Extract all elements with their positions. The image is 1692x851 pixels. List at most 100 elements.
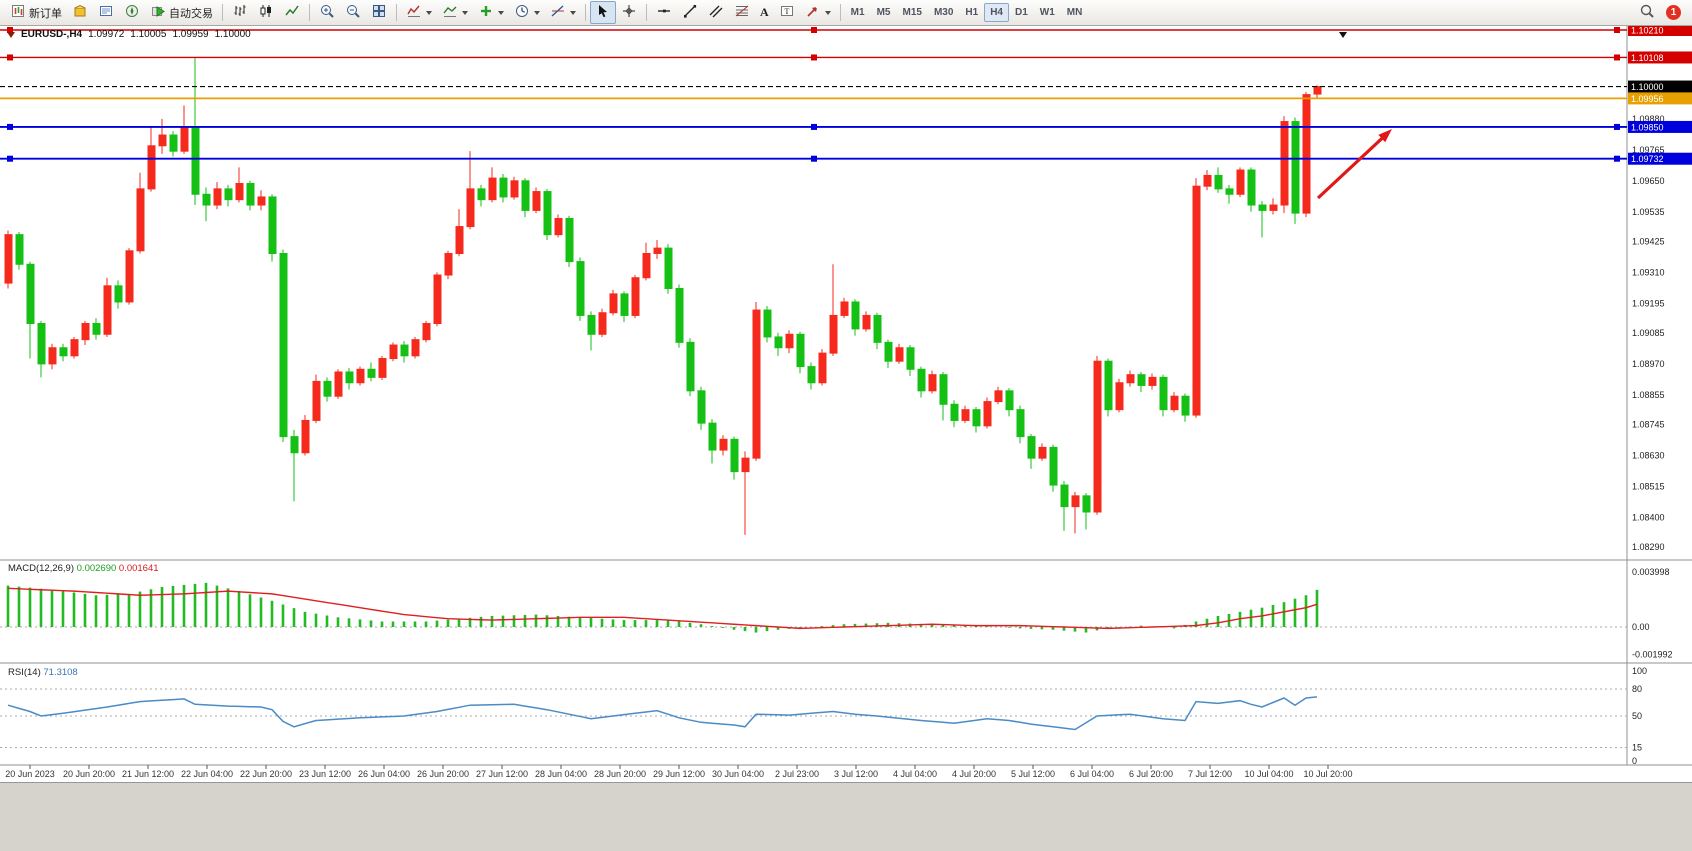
svg-text:30 Jun 04:00: 30 Jun 04:00 (712, 769, 764, 779)
line-handle (7, 27, 13, 33)
svg-text:1.09956: 1.09956 (1631, 94, 1664, 104)
timeframe-h4-button[interactable]: H4 (984, 3, 1009, 22)
notifications-badge[interactable]: 1 (1666, 5, 1681, 20)
svg-text:1.09880: 1.09880 (1632, 114, 1665, 124)
svg-text:26 Jun 04:00: 26 Jun 04:00 (358, 769, 410, 779)
svg-text:1.09195: 1.09195 (1632, 298, 1665, 308)
svg-text:80: 80 (1632, 684, 1642, 694)
svg-text:6 Jul 20:00: 6 Jul 20:00 (1129, 769, 1173, 779)
line-chart-button[interactable] (279, 1, 305, 24)
svg-text:27 Jun 12:00: 27 Jun 12:00 (476, 769, 528, 779)
time-axis[interactable]: 20 Jun 2023 20 Jun 20:00 21 Jun 12:00 22 Ju… (5, 765, 1353, 779)
tile-windows-button[interactable] (366, 1, 392, 24)
price-lines[interactable] (0, 27, 1627, 162)
svg-text:20 Jun 2023: 20 Jun 2023 (5, 769, 55, 779)
cursor-button[interactable] (590, 1, 616, 24)
timeframe-w1-button[interactable]: W1 (1039, 7, 1055, 18)
svg-text:1.09765: 1.09765 (1632, 145, 1665, 155)
clock-icon (514, 3, 530, 22)
svg-text:20 Jun 20:00: 20 Jun 20:00 (63, 769, 115, 779)
rsi-name: RSI(14) (8, 667, 41, 678)
svg-text:1.08400: 1.08400 (1632, 512, 1665, 522)
line-studies-button[interactable] (545, 1, 581, 24)
plus-icon (478, 3, 494, 22)
line-handle (1614, 54, 1620, 61)
chart-canvas[interactable]: 0.0039980.00-0.00199210080501501.098801.… (0, 0, 1692, 782)
tile-windows-icon (371, 3, 387, 22)
arrow-objects-button[interactable] (800, 1, 836, 24)
price-tag (1628, 92, 1692, 105)
toolbar-separator (585, 4, 586, 21)
macd-label: MACD(12,26,9) 0.002690 0.001641 (8, 563, 159, 574)
chart-menu-arrow-icon[interactable] (7, 32, 15, 38)
fibonacci-button[interactable] (729, 1, 755, 24)
new-order-button[interactable]: 新订单 (5, 1, 67, 24)
svg-text:1.09650: 1.09650 (1632, 176, 1665, 186)
zoom-out-button[interactable] (340, 1, 366, 24)
search-button[interactable] (1634, 1, 1660, 24)
candles (4, 58, 1322, 535)
chart-symbol-label: EURUSD-,H4 (21, 29, 83, 40)
price-tag (1628, 152, 1692, 165)
new-order-icon (10, 3, 26, 22)
svg-text:-0.001992: -0.001992 (1632, 649, 1673, 659)
line-chart-icon (284, 3, 300, 22)
indicator-list-icon (442, 3, 458, 22)
crosshair-button[interactable] (616, 1, 642, 24)
svg-text:1.08515: 1.08515 (1632, 481, 1665, 491)
svg-text:15: 15 (1632, 743, 1642, 753)
line-handle (7, 123, 13, 130)
cursor-icon (595, 3, 611, 22)
add-indicator-button[interactable] (473, 1, 509, 24)
auto-trading-label: 自动交易 (169, 7, 213, 20)
trend-arrow[interactable] (1316, 129, 1392, 200)
horizontal-line-button[interactable] (651, 1, 677, 24)
indicator-list-button[interactable] (437, 1, 473, 24)
arrow-object-icon (805, 3, 821, 22)
toolbar-separator (396, 4, 397, 21)
svg-text:1.09425: 1.09425 (1632, 236, 1665, 246)
play-icon (150, 3, 166, 22)
chevron-down-icon (498, 10, 504, 15)
timeframe-m1-button[interactable]: M1 (850, 7, 865, 18)
market-watch-button[interactable] (67, 1, 93, 24)
svg-text:21 Jun 12:00: 21 Jun 12:00 (122, 769, 174, 779)
box-icon (72, 3, 88, 22)
price-axis[interactable]: 1.09880 1.09765 1.09650 1.09535 1.09425 1.093… (1628, 24, 1692, 552)
svg-text:1.08290: 1.08290 (1632, 542, 1665, 552)
trendline-button[interactable] (677, 1, 703, 24)
line-studies-icon (550, 3, 566, 22)
price-tag (1628, 120, 1692, 133)
candlestick-chart-button[interactable] (253, 1, 279, 24)
data-window-button[interactable] (93, 1, 119, 24)
navigator-button[interactable] (119, 1, 145, 24)
timeframe-m15-button[interactable]: M15 (902, 7, 922, 18)
price-tag (1628, 24, 1692, 36)
trendline-icon (682, 3, 698, 22)
toolbar-right-group: 1 (1634, 1, 1687, 24)
chart-ohlc-header: EURUSD-,H4 1.09972 1.10005 1.09959 1.100… (7, 29, 251, 40)
timeframe-m30-button[interactable]: M30 (933, 7, 954, 18)
indicators-button[interactable] (401, 1, 437, 24)
zoom-out-icon (345, 3, 361, 22)
toolbar-separator (646, 4, 647, 21)
svg-text:10 Jul 20:00: 10 Jul 20:00 (1303, 769, 1352, 779)
channel-button[interactable] (703, 1, 729, 24)
text-label-button[interactable]: T (774, 1, 800, 24)
bar-chart-button[interactable] (227, 1, 253, 24)
macd-pane: 0.003998 0.00 -0.001992 (0, 567, 1673, 659)
timeframe-mn-button[interactable]: MN (1066, 7, 1083, 18)
zoom-in-button[interactable] (314, 1, 340, 24)
timeframe-h1-button[interactable]: H1 (965, 7, 979, 18)
svg-text:0: 0 (1632, 756, 1637, 766)
text-button[interactable]: A (755, 1, 774, 24)
timeframe-d1-button[interactable]: D1 (1014, 7, 1028, 18)
auto-trading-button[interactable]: 自动交易 (145, 1, 218, 24)
price-tag (1628, 51, 1692, 64)
svg-text:1.09850: 1.09850 (1631, 122, 1664, 132)
chart-high-value: 1.10005 (130, 29, 167, 40)
channel-icon (708, 3, 724, 22)
periods-button[interactable] (509, 1, 545, 24)
chevron-down-icon (534, 10, 540, 15)
timeframe-m5-button[interactable]: M5 (876, 7, 891, 18)
